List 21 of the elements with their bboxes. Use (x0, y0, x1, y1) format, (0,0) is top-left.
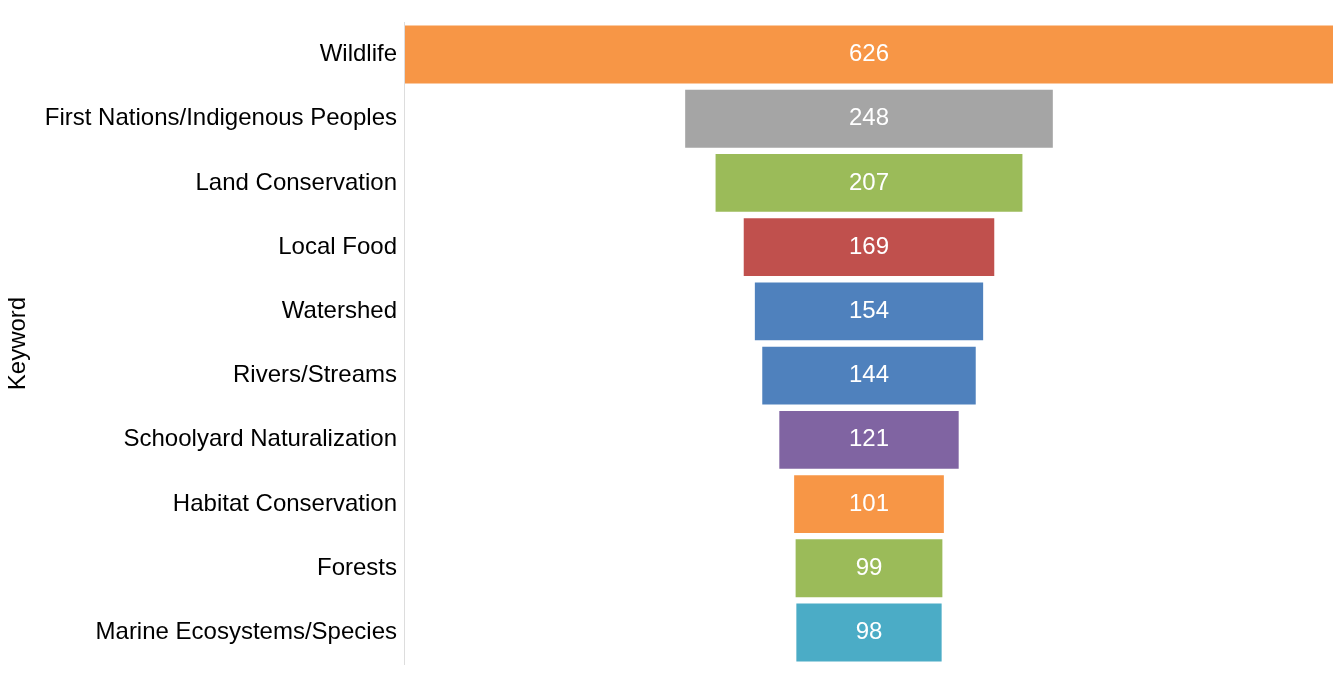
category-label: Wildlife (319, 39, 397, 67)
data-label: 248 (848, 103, 890, 131)
category-label: First Nations/Indigenous Peoples (44, 103, 397, 131)
category-label: Marine Ecosystems/Species (95, 617, 397, 645)
category-label: Rivers/Streams (232, 360, 397, 388)
data-label: 101 (848, 488, 890, 516)
category-label: Habitat Conservation (172, 488, 397, 516)
category-label: Forests (316, 552, 397, 580)
text: Keyword (3, 296, 31, 391)
category-label: Schoolyard Naturalization (123, 424, 397, 452)
category-label: Local Food (278, 231, 397, 259)
category-label: Land Conservation (195, 167, 397, 195)
data-label: 99 (855, 552, 883, 580)
data-label: 169 (848, 231, 890, 259)
data-label: 154 (848, 296, 890, 324)
data-label: 121 (848, 424, 890, 452)
data-label: 98 (855, 617, 883, 645)
data-label: 207 (848, 167, 890, 195)
data-label: 144 (848, 360, 890, 388)
category-label: Watershed (281, 296, 397, 324)
data-label: 626 (848, 39, 890, 67)
